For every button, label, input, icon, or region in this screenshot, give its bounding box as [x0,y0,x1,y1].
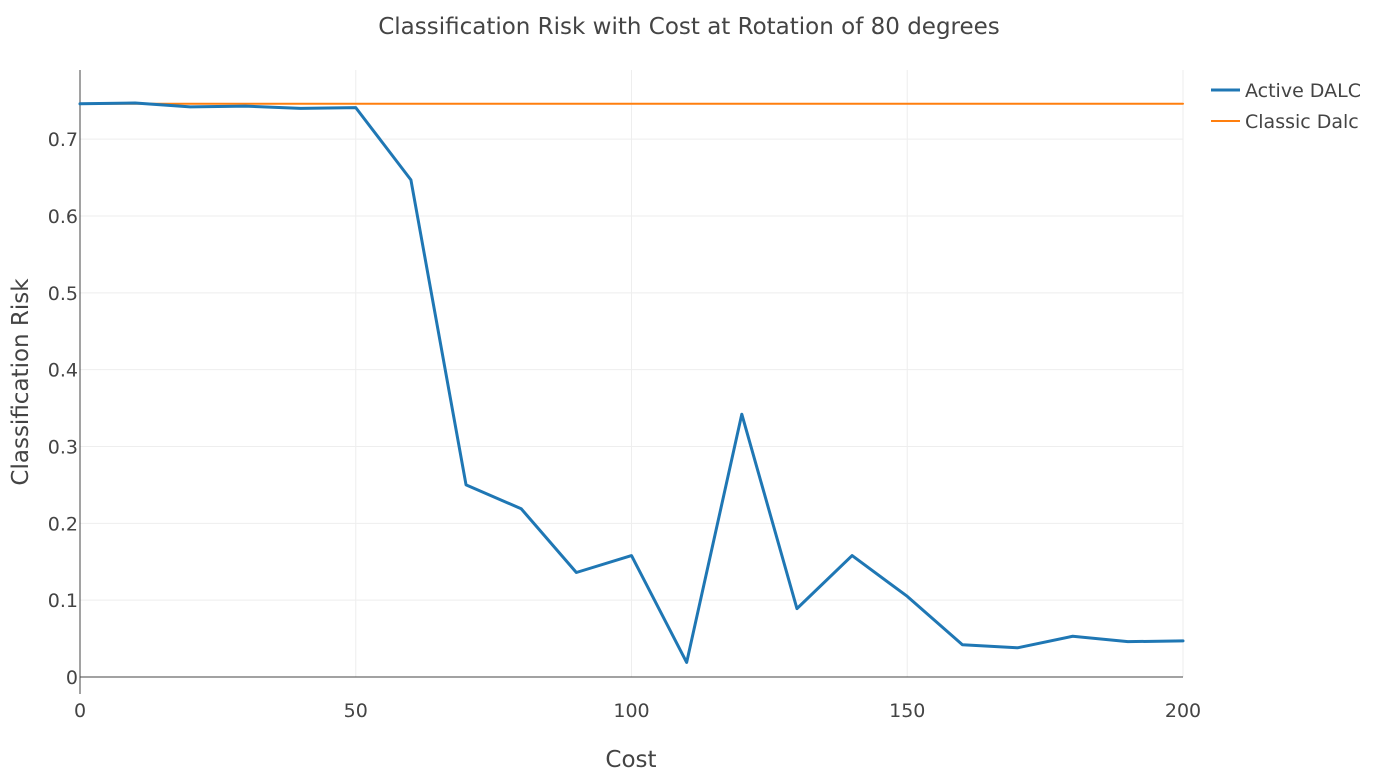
legend: Active DALC Classic Dalc [1211,80,1361,133]
y-axis-title: Classification Risk [8,278,34,486]
legend-label: Classic Dalc [1245,111,1359,133]
tick-labels: 0 50 100 150 200 0 0.1 0.2 0.3 0.4 0.5 0.6 0.7 [48,129,1201,722]
grid [80,70,1184,677]
y-tick-label: 0.2 [48,513,78,535]
plot-area [78,101,1185,664]
y-tick-label: 0.5 [48,283,78,305]
y-tick-label: 0.3 [48,436,78,458]
y-tick-label: 0.6 [48,206,78,228]
x-tick-label: 0 [74,700,86,722]
axes [79,70,1183,694]
y-tick-label: 0.1 [48,590,78,612]
x-axis-title: Cost [605,747,656,773]
x-tick-label: 100 [613,700,649,722]
x-tick-label: 200 [1165,700,1201,722]
x-tick-label: 150 [889,700,925,722]
y-tick-label: 0.7 [48,129,78,151]
legend-label: Active DALC [1245,80,1361,102]
chart-title: Classification Risk with Cost at Rotatio… [378,14,1000,40]
y-tick-label: 0 [66,667,78,689]
y-tick-label: 0.4 [48,360,78,382]
x-tick-label: 50 [344,700,368,722]
series-line [78,101,1185,664]
